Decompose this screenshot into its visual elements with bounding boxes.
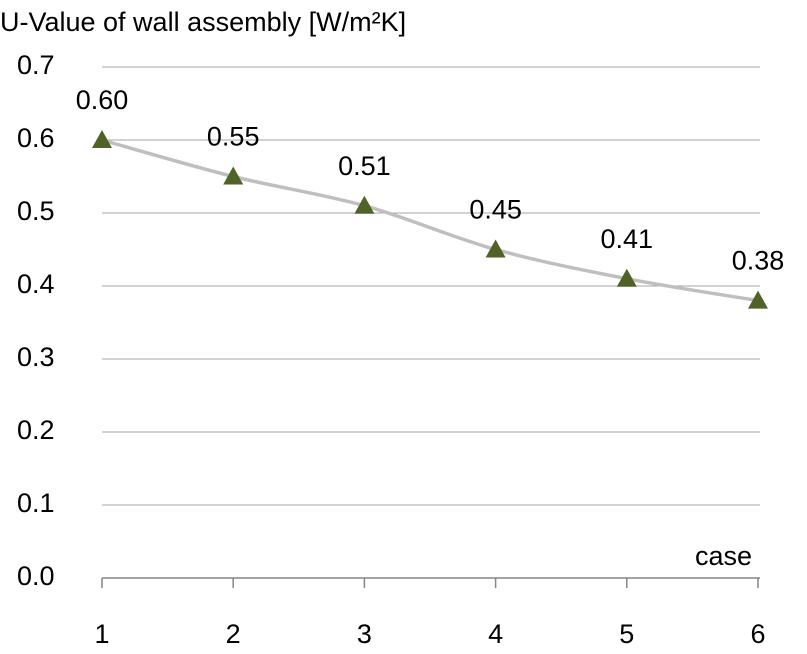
- x-tick-label: 4: [488, 619, 503, 649]
- data-label: 0.45: [469, 195, 522, 225]
- data-label: 0.55: [207, 122, 260, 152]
- y-tick-label: 0.1: [17, 488, 55, 518]
- y-tick-label: 0.5: [17, 196, 55, 226]
- x-tick-label: 5: [619, 619, 634, 649]
- marker: [616, 268, 637, 287]
- data-label: 0.51: [338, 151, 391, 181]
- data-label: 0.60: [76, 85, 129, 115]
- y-tick-label: 0.7: [17, 50, 55, 80]
- x-tick-label: 6: [750, 619, 765, 649]
- marker: [223, 166, 244, 185]
- marker: [748, 290, 768, 309]
- x-axis-label: case: [695, 541, 752, 571]
- y-tick-label: 0.3: [17, 342, 55, 372]
- x-tick-label: 3: [357, 619, 372, 649]
- data-label: 0.41: [601, 224, 654, 254]
- x-tick-label: 1: [94, 619, 109, 649]
- y-tick-label: 0.0: [17, 561, 55, 591]
- marker: [354, 195, 375, 214]
- y-tick-label: 0.2: [17, 415, 55, 445]
- marker: [485, 239, 506, 258]
- y-tick-label: 0.4: [17, 269, 55, 299]
- marker: [92, 130, 112, 148]
- data-label: 0.38: [732, 246, 785, 276]
- chart-title: U-Value of wall assembly [W/m²K]: [0, 7, 406, 37]
- x-tick-label: 2: [226, 619, 241, 649]
- y-tick-label: 0.6: [17, 123, 55, 153]
- line: [101, 138, 759, 303]
